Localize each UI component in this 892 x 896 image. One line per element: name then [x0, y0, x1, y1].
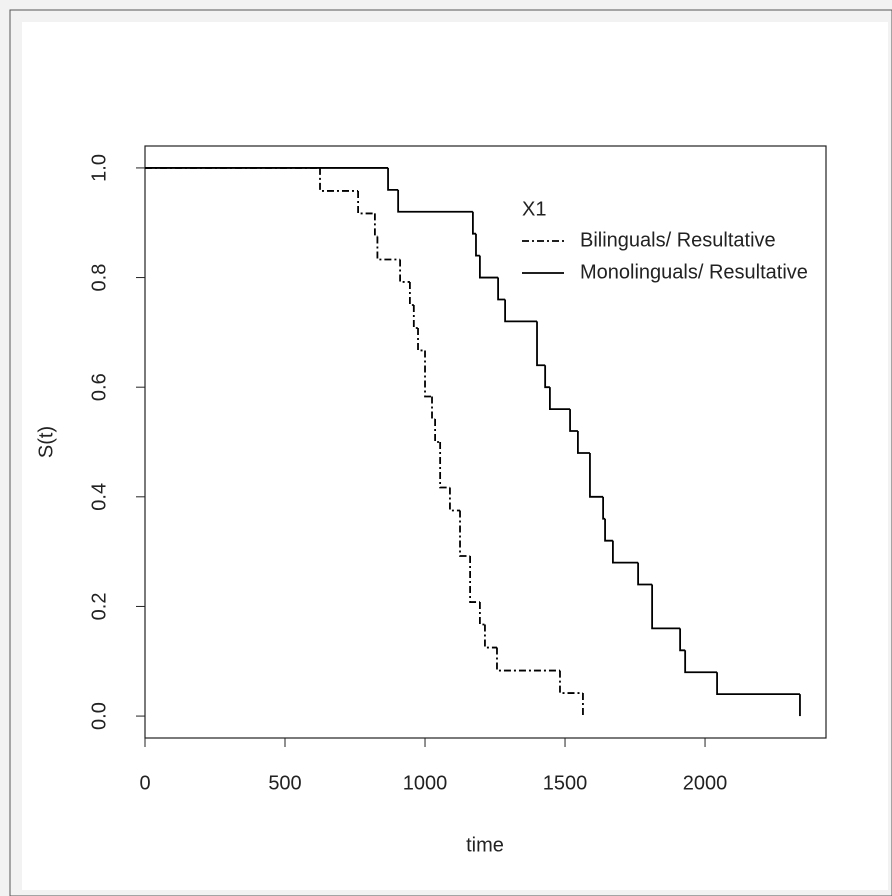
survival-step — [479, 602, 485, 626]
survival-step — [471, 211, 476, 235]
survival-step — [651, 584, 681, 630]
panel — [22, 22, 888, 890]
survival-step — [716, 672, 800, 696]
survival-step — [397, 189, 473, 213]
survival-step — [612, 540, 639, 564]
survival-step — [497, 277, 506, 301]
survival-step — [604, 518, 613, 542]
survival-step — [434, 418, 441, 443]
y-axis-label: S(t) — [35, 426, 57, 458]
survival-step — [679, 628, 686, 652]
survival-step — [504, 299, 538, 323]
legend-label: Bilinguals/ Resultative — [580, 229, 776, 251]
y-tick-label: 0.0 — [88, 702, 110, 730]
x-tick-label: 500 — [268, 772, 301, 794]
survival-step — [589, 452, 604, 498]
survival-step — [479, 255, 499, 279]
legend-label: Monolinguals/ Resultative — [580, 261, 808, 283]
x-tick-label: 1500 — [543, 772, 588, 794]
survival-step — [684, 650, 718, 674]
x-tick-label: 2000 — [683, 772, 728, 794]
survival-step — [439, 442, 450, 489]
survival-step — [544, 365, 550, 389]
survival-step — [536, 321, 546, 367]
survival-step — [357, 190, 375, 215]
y-tick-label: 1.0 — [88, 154, 110, 182]
survival-step — [496, 647, 560, 672]
survival-step — [475, 233, 480, 257]
survival-step — [424, 350, 433, 398]
survival-step — [637, 562, 653, 586]
survival-step — [412, 304, 419, 329]
survival-step — [408, 281, 414, 306]
x-axis-label: time — [466, 834, 504, 856]
y-tick-label: 0.8 — [88, 264, 110, 292]
y-tick-label: 0.6 — [88, 373, 110, 401]
survival-step — [319, 167, 359, 192]
legend-title: X1 — [522, 198, 546, 220]
survival-step — [459, 510, 471, 557]
survival-step — [569, 409, 578, 432]
x-tick-label: 1000 — [403, 772, 448, 794]
y-tick-label: 0.2 — [88, 593, 110, 621]
x-tick-label: 0 — [139, 772, 150, 794]
survival-step — [577, 431, 590, 454]
survival-step — [484, 624, 497, 649]
survival-step — [387, 167, 399, 191]
y-tick-label: 0.4 — [88, 483, 110, 511]
survival-step — [549, 387, 571, 411]
survival-step — [469, 556, 480, 603]
